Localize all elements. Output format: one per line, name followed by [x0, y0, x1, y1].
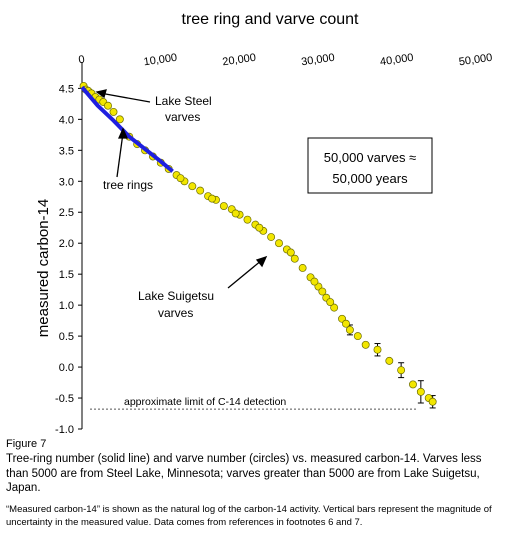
y-tick-label: 0.0: [59, 362, 74, 374]
equivalence-line-1: 50,000 varves ≈: [324, 150, 416, 165]
varve-circle: [361, 340, 370, 349]
varve-circles: [79, 81, 437, 406]
suigetsu-label-1: Lake Suigetsu: [138, 289, 214, 303]
y-tick-label: 2.5: [59, 207, 74, 219]
axes: [81, 62, 83, 429]
tree-ring-line: [80, 85, 174, 173]
varve-circle: [397, 366, 406, 375]
varve-circle: [373, 345, 382, 354]
varve-circle: [326, 298, 335, 306]
x-tick-label: 30,000: [300, 52, 335, 69]
varve-circle: [330, 303, 339, 312]
varve-circle: [416, 387, 425, 396]
y-tick-label: -0.5: [55, 393, 74, 405]
lake-steel-arrow: [95, 89, 151, 103]
varve-circle: [409, 380, 417, 389]
x-tick-label: 50,000: [458, 52, 493, 69]
y-tick-label: 4.0: [59, 114, 74, 126]
varve-circle: [231, 209, 240, 218]
varve-circle: [208, 194, 216, 203]
y-tick-label: 1.5: [59, 269, 74, 281]
equivalence-line-2: 50,000 years: [332, 171, 408, 186]
varve-circle: [342, 319, 350, 328]
lake-steel-label-1: Lake Steel: [155, 94, 212, 108]
y-tick-label: 3.0: [59, 176, 74, 188]
x-ticks: 0 10,000 20,000 30,000 40,000 50,000: [78, 52, 493, 69]
varve-circle: [176, 174, 185, 183]
equivalence-box: 50,000 varves ≈ 50,000 years: [307, 137, 433, 194]
lake-steel-label-2: varves: [165, 110, 200, 124]
figure-label: Figure 7: [6, 438, 47, 450]
tree-rings-label: tree rings: [103, 178, 153, 192]
y-tick-label: 3.5: [59, 145, 74, 157]
varve-circle: [219, 202, 228, 211]
y-ticks: 4.5 4.0 3.5 3.0 2.5 2.0 1.5 1.0 0.5 0.0 -0.5 -1.0: [55, 83, 82, 436]
y-tick-label: -1.0: [55, 424, 74, 436]
detection-limit-label: approximate limit of C-14 detection: [124, 396, 286, 408]
suigetsu-label-2: varves: [158, 306, 193, 320]
varve-circle: [290, 254, 299, 263]
varve-circle: [345, 325, 354, 334]
varve-circle: [428, 397, 437, 406]
chart-title: tree ring and varve count: [182, 11, 360, 28]
y-tick-label: 0.5: [59, 331, 74, 343]
x-tick-label: 0: [78, 54, 86, 67]
varve-circle: [275, 239, 283, 248]
tree-rings-arrow: [116, 127, 129, 178]
x-tick-label: 20,000: [222, 52, 257, 69]
varve-circle: [353, 332, 362, 341]
suigetsu-arrow: [227, 255, 268, 289]
varve-circle: [104, 101, 112, 110]
varve-circle: [318, 287, 327, 296]
varve-circle: [196, 186, 205, 195]
y-tick-label: 1.0: [59, 300, 74, 312]
y-axis-label: measured carbon-14: [35, 199, 52, 337]
varve-circle: [243, 215, 252, 224]
figure-footnote: “Measured carbon-14” is shown as the nat…: [6, 504, 492, 528]
carbon14-chart: tree ring and varve count measured carbo…: [35, 11, 493, 436]
varve-circle: [188, 182, 197, 191]
y-tick-label: 2.0: [59, 238, 74, 250]
varve-circle: [385, 356, 394, 365]
figure-caption: Tree-ring number (solid line) and varve …: [6, 453, 482, 494]
varve-circle: [109, 107, 118, 116]
varve-circle: [255, 223, 264, 232]
y-tick-label: 4.5: [59, 83, 74, 95]
varve-circle: [298, 264, 307, 272]
varve-circle: [267, 233, 276, 241]
x-tick-label: 40,000: [379, 52, 414, 69]
varve-circle: [115, 115, 124, 124]
varve-circle: [310, 277, 319, 286]
x-tick-label: 10,000: [143, 52, 178, 69]
varve-circle: [286, 248, 295, 257]
